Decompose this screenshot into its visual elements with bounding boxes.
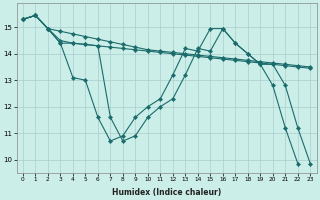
X-axis label: Humidex (Indice chaleur): Humidex (Indice chaleur) [112, 188, 221, 197]
